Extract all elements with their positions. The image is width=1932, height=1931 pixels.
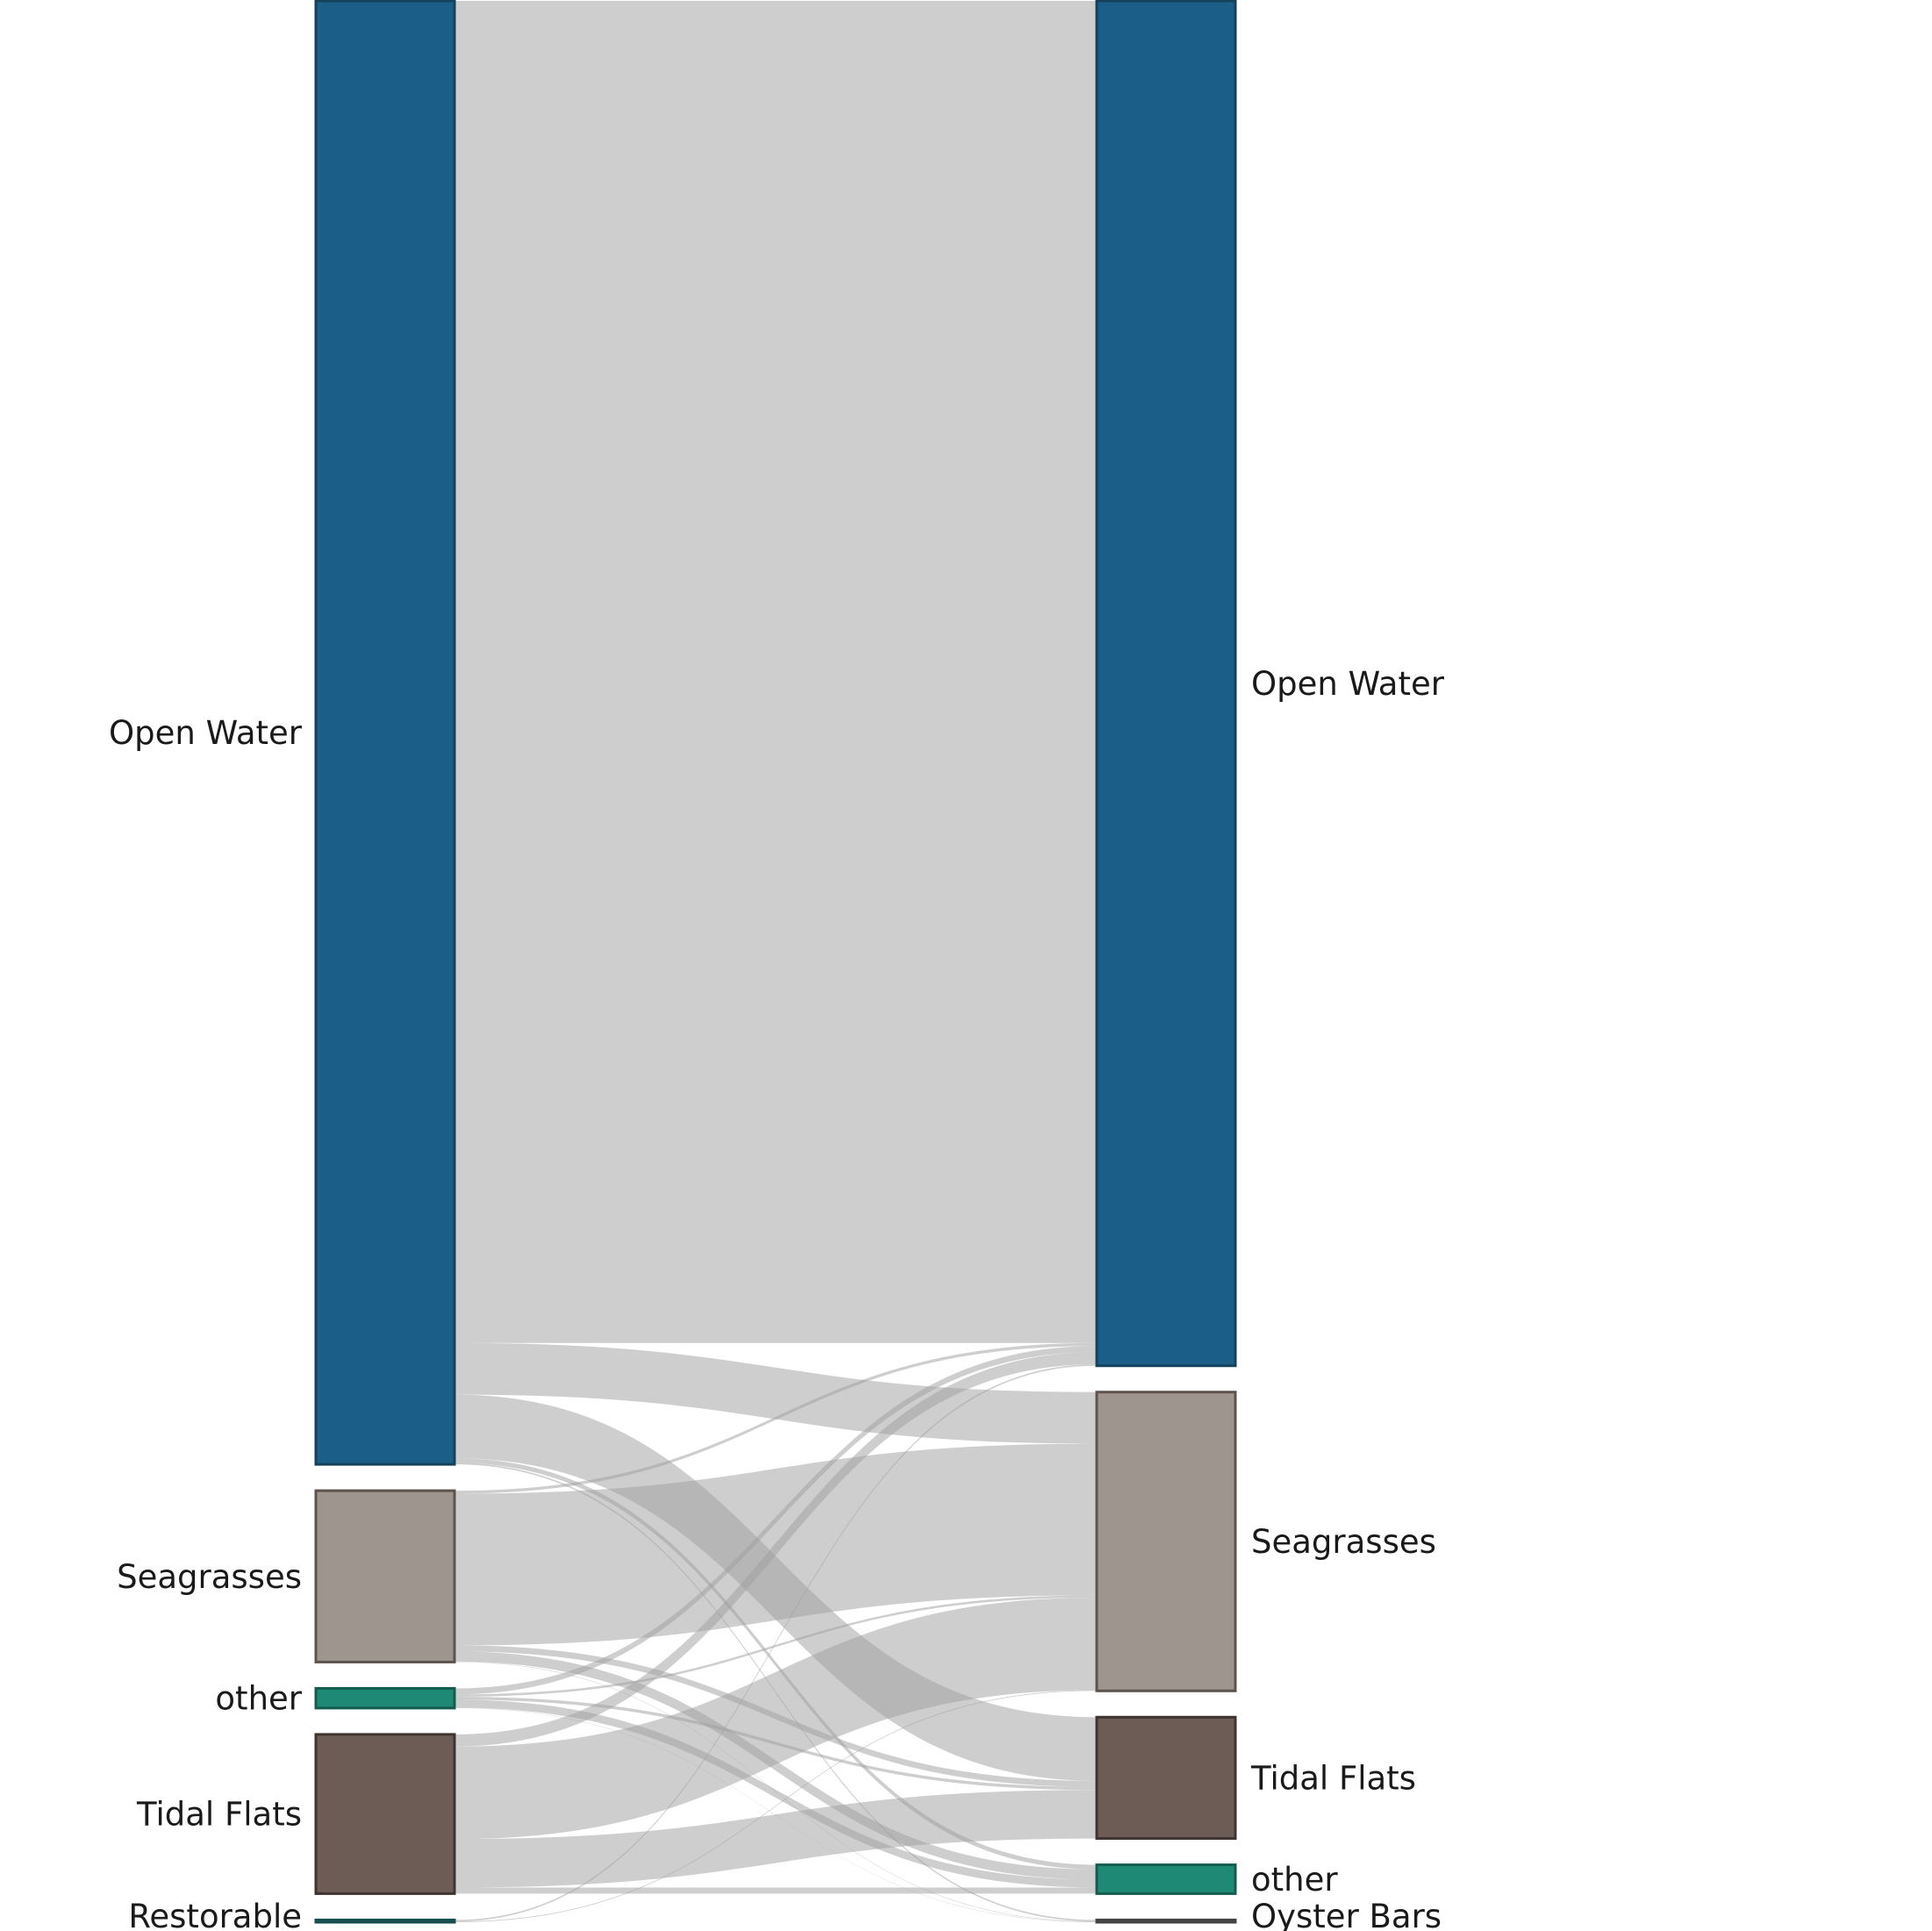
link-restorable-to-open_water [454,1364,1097,1922]
target-node-tidal-flats [1095,1715,1237,1841]
source-node-other [314,1686,456,1710]
link-other-to-open_water [454,1346,1097,1695]
link-restorable-to-seagrasses [454,1690,1097,1922]
link-tidal_flats-to-open_water [454,1352,1097,1747]
source-node-tidal-flats [314,1733,456,1895]
link-other-to-seagrasses [454,1595,1097,1697]
link-open_water-to-open_water [454,1,1097,1343]
link-other-to-other [454,1699,1097,1888]
target-node-open-water [1095,0,1237,1368]
target-label-seagrasses: Seagrasses [1251,1523,1436,1561]
target-label-oyster-bars: Oyster Bars [1251,1898,1442,1931]
link-tidal_flats-to-tidal_flats [454,1790,1097,1888]
source-label-tidal-flats: Tidal Flats [136,1796,302,1834]
source-node-open-water [314,0,456,1466]
nodes-layer [314,0,1237,1924]
source-label-seagrasses: Seagrasses [117,1558,302,1596]
target-label-other: other [1251,1861,1338,1899]
target-label-tidal-flats: Tidal Flats [1250,1759,1416,1797]
link-open_water-to-other [454,1458,1097,1870]
link-tidal_flats-to-other [454,1887,1097,1894]
link-seagrasses-to-other [454,1651,1097,1880]
labels-layer: Open Water Seagrasses other Tidal Flats Rest… [109,665,1445,1931]
source-node-restorable [314,1918,456,1924]
target-node-oyster-bars [1095,1918,1237,1924]
source-label-other: other [215,1680,302,1718]
link-tidal_flats-to-seagrasses [454,1597,1097,1840]
link-seagrasses-to-open_water [454,1342,1097,1494]
target-label-open-water: Open Water [1251,665,1445,703]
target-node-other [1095,1863,1237,1895]
source-label-open-water: Open Water [109,714,303,752]
links-layer [454,1,1097,1922]
target-node-seagrasses [1095,1391,1237,1692]
link-open_water-to-seagrasses [454,1342,1097,1444]
source-label-restorable: Restorable [128,1898,302,1931]
source-node-seagrasses [314,1489,456,1663]
